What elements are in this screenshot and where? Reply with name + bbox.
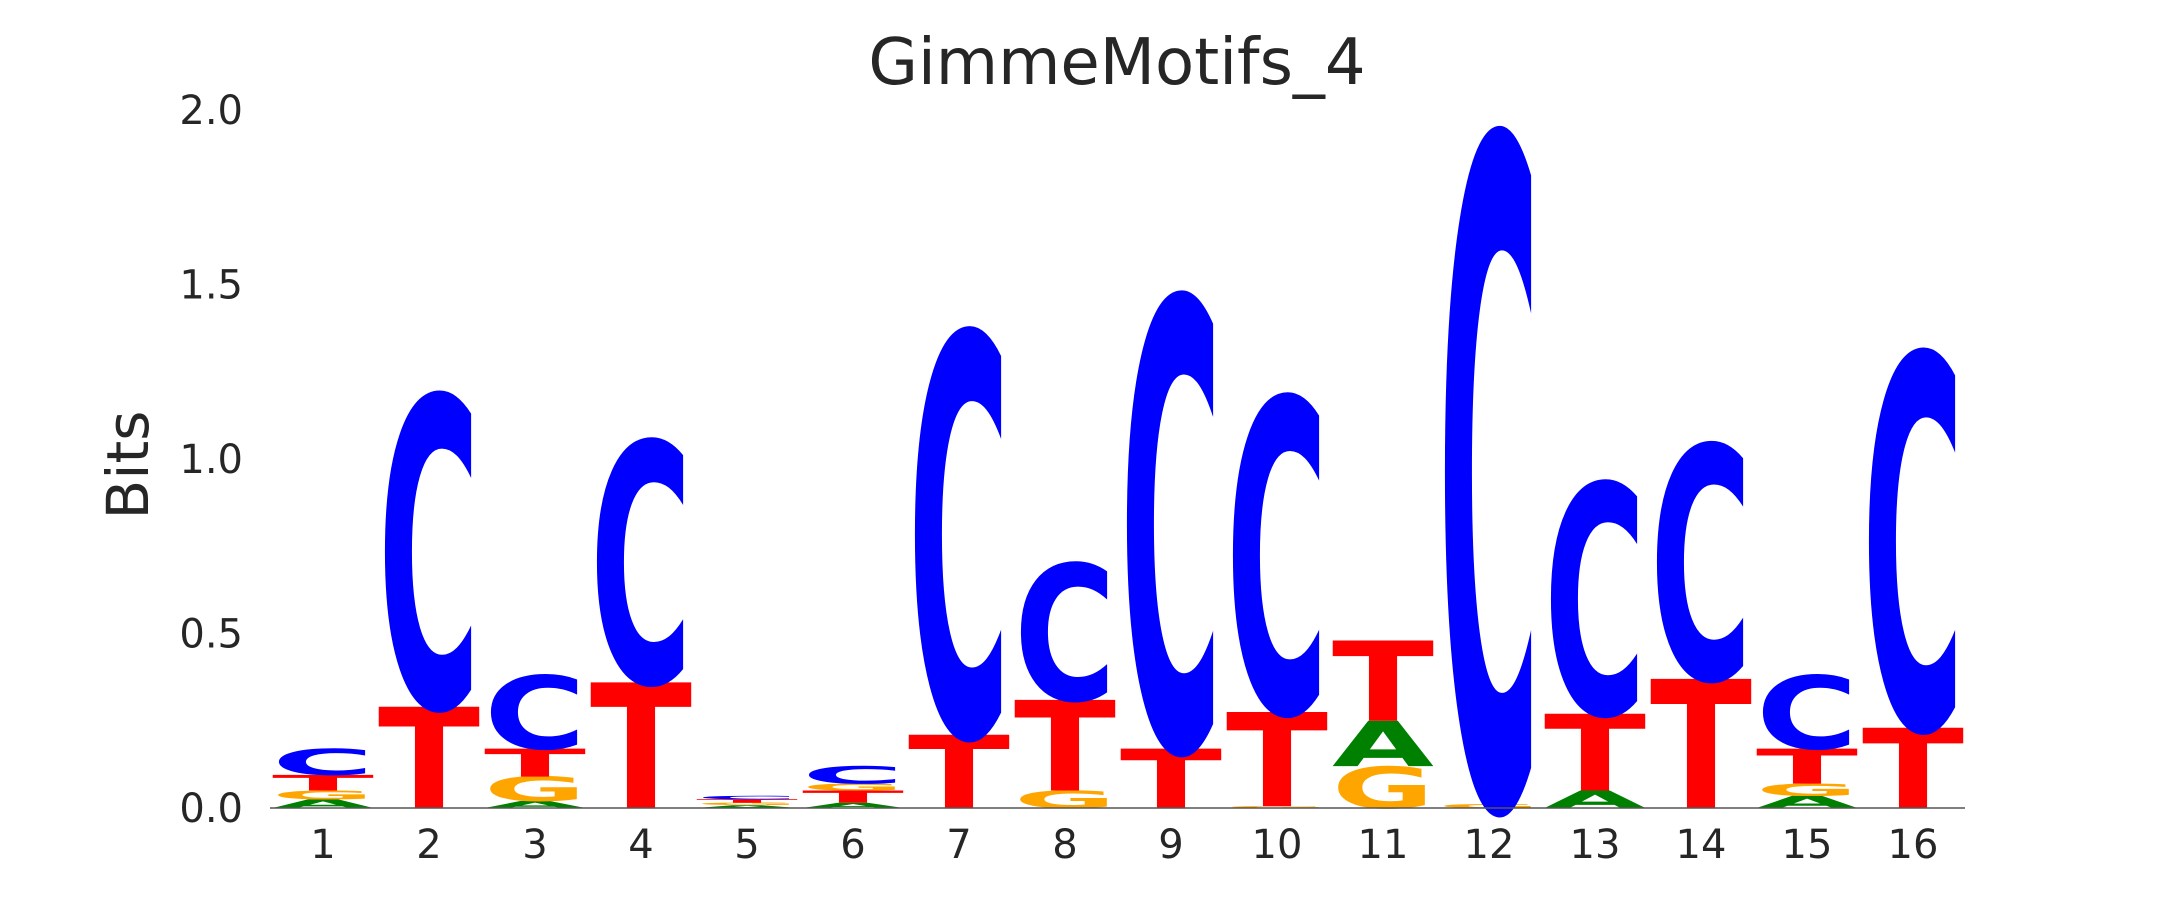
x-axis-ticks: 1 2 3 4 5 6 7 8 9 10 11 12 13 14 15 16 [310,822,1938,868]
y-axis-label: Bits [94,411,162,520]
x-tick-label: 4 [628,822,653,868]
logo-letter-c-pos-13: C [1544,420,1646,789]
x-tick-label: 3 [522,822,547,868]
y-axis-ticks: 0.0 0.5 1.0 1.5 2.0 [179,88,243,832]
y-tick-label: 1.0 [179,437,243,483]
logo-letter-t-pos-10: T [1226,686,1328,837]
logo-letter-c-pos-14: C [1650,383,1752,755]
y-tick-label: 0.5 [179,612,243,658]
x-tick-label: 8 [1052,822,1077,868]
logo-letter-g-pos-12: G [1438,804,1540,810]
logo-letter-a-pos-6: A [802,801,904,809]
logo-letter-g-pos-5: G [696,802,798,806]
logo-letter-g-pos-8: G [1014,786,1116,814]
logo-letter-g-pos-10: G [1226,806,1328,809]
logo-letter-t-pos-7: T [908,716,1010,833]
logo-letter-c-pos-5: C [696,795,798,801]
logo-letter-c-pos-3: C [484,655,586,773]
x-tick-label: 15 [1782,822,1833,868]
logo-letter-c-pos-8: C [1014,526,1116,744]
logo-letter-t-pos-8: T [1014,676,1116,821]
x-tick-label: 1 [310,822,335,868]
logo-letter-c-pos-6: C [802,761,904,789]
x-tick-label: 5 [734,822,759,868]
x-tick-label: 7 [946,822,971,868]
logo-letter-t-pos-15: T [1756,740,1858,796]
logo-letter-c-pos-7: C [908,223,1010,865]
logo-letter-c-pos-9: C [1120,176,1222,895]
logo-letter-a-pos-13: A [1544,786,1646,814]
logo-letter-t-pos-4: T [590,649,692,850]
logo-letter-c-pos-12: C [1438,0,1540,900]
logo-letter-t-pos-16: T [1862,706,1964,834]
logo-letter-c-pos-16: C [1862,253,1964,849]
x-tick-label: 6 [840,822,865,868]
x-tick-label: 11 [1358,822,1409,868]
x-tick-label: 2 [416,822,441,868]
logo-letter-g-pos-15: G [1756,780,1858,799]
x-tick-label: 10 [1252,822,1303,868]
logo-letter-g-pos-3: G [484,770,586,809]
logo-letter-g-pos-11: G [1332,755,1434,822]
logo-letter-t-pos-11: T [1332,618,1434,746]
logo-letter-c-pos-1: C [272,742,374,784]
logo-letter-t-pos-1: T [272,771,374,796]
logo-letter-a-pos-3: A [484,799,586,810]
y-tick-label: 2.0 [179,88,243,134]
chart-title: GimmeMotifs_4 [868,26,1365,100]
logo-letter-a-pos-5: A [696,804,798,808]
logo-letter-c-pos-15: C [1756,655,1858,773]
logo-letter-t-pos-14: T [1650,644,1752,850]
logo-letter-t-pos-5: T [696,798,798,804]
logo-letter-t-pos-3: T [484,741,586,786]
x-tick-label: 16 [1888,822,1939,868]
logo-letter-a-pos-11: A [1332,709,1434,781]
x-tick-label: 13 [1570,822,1621,868]
logo-letter-t-pos-2: T [378,680,480,842]
logo-letter-t-pos-13: T [1544,693,1646,816]
logo-letter-t-pos-9: T [1120,733,1222,828]
logo-letter-c-pos-10: C [1226,314,1328,815]
y-tick-label: 0.0 [179,786,243,832]
logo-letter-c-pos-4: C [590,376,692,761]
y-tick-label: 1.5 [179,263,243,309]
logo-letter-t-pos-6: T [802,787,905,807]
logo-letter-a-pos-15: A [1756,793,1858,812]
x-tick-label: 14 [1676,822,1727,868]
x-tick-label: 12 [1464,822,1515,868]
x-tick-label: 9 [1158,822,1183,868]
logo-letter-g-pos-6: G [802,782,904,793]
logo-letter-g-pos-1: G [272,788,374,802]
logo-letter-c-pos-2: C [378,312,480,808]
